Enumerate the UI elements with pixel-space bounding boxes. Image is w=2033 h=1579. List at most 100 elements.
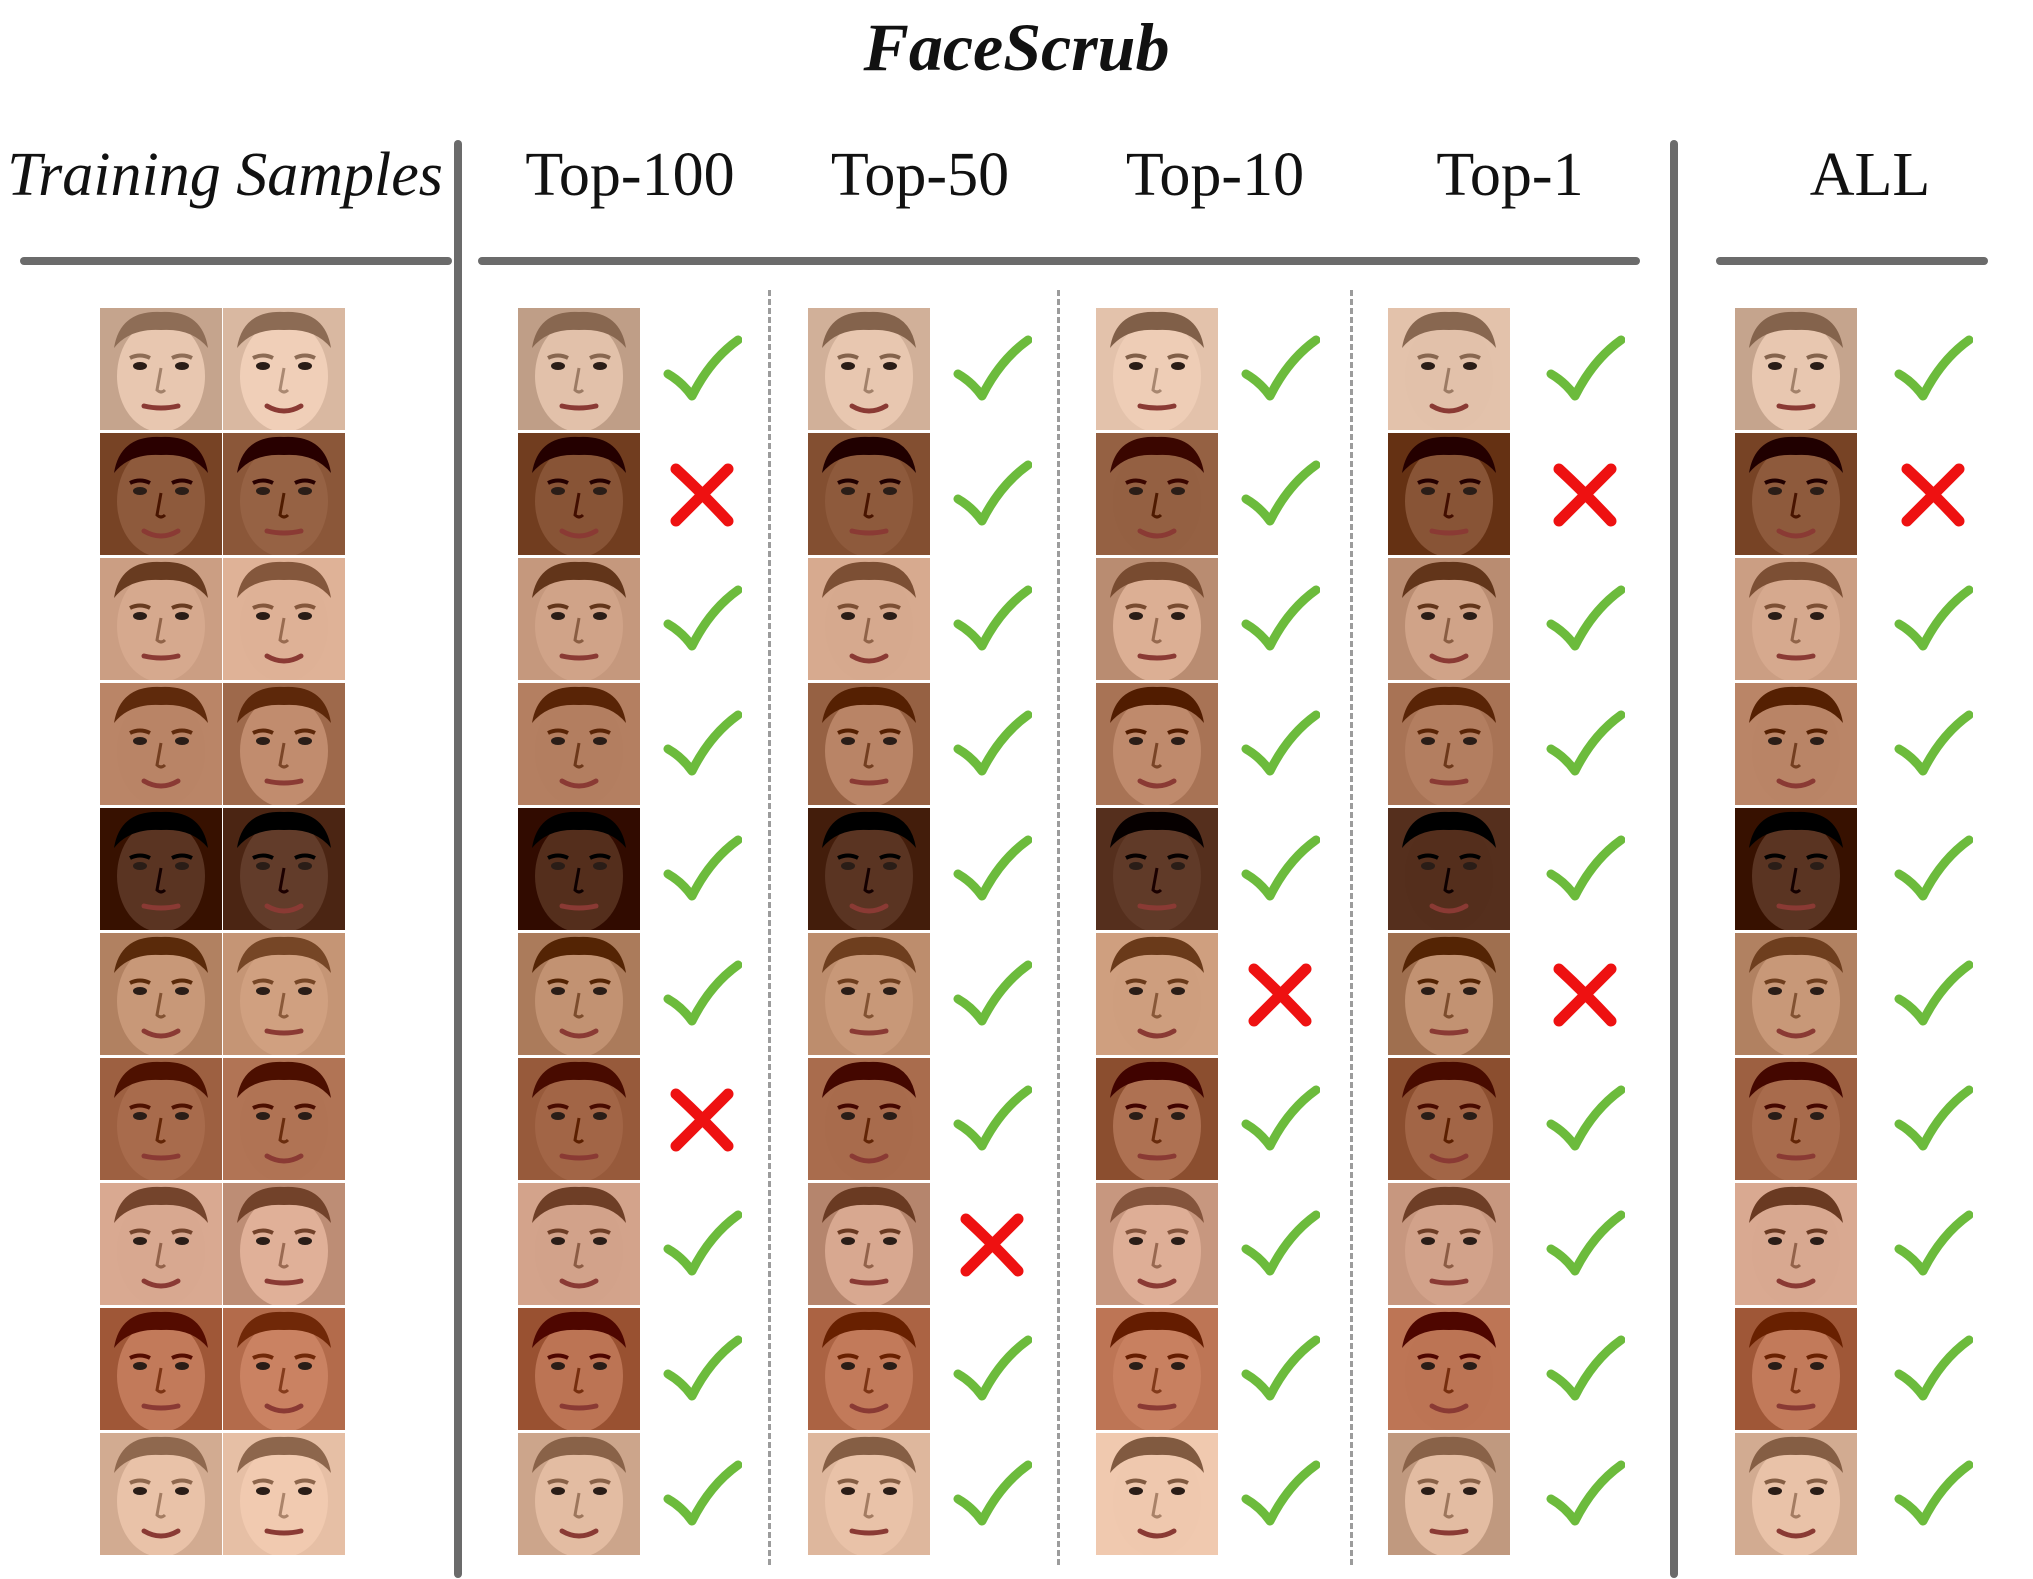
check-icon xyxy=(953,710,1032,776)
check-icon xyxy=(1241,710,1320,776)
check-icon xyxy=(663,335,742,401)
result-face xyxy=(1388,1058,1510,1180)
header-all: ALL xyxy=(1809,141,1931,209)
header-top-50: Top-50 xyxy=(830,141,1010,209)
result-face xyxy=(1388,683,1510,805)
divider-right xyxy=(1670,140,1678,1578)
result-face xyxy=(1388,933,1510,1055)
check-icon xyxy=(1241,335,1320,401)
training-face xyxy=(223,308,345,430)
check-icon xyxy=(953,335,1032,401)
result-face xyxy=(808,1308,930,1430)
result-face xyxy=(1735,1058,1857,1180)
header-top-100: Top-100 xyxy=(525,141,735,209)
result-face xyxy=(1096,933,1218,1055)
check-icon xyxy=(1546,585,1625,651)
check-icon xyxy=(953,835,1032,901)
result-face xyxy=(1388,808,1510,930)
result-face xyxy=(1096,683,1218,805)
figure-title: FaceScrub xyxy=(863,9,1170,85)
training-face xyxy=(100,1433,222,1555)
training-face xyxy=(223,1308,345,1430)
result-face xyxy=(518,1183,640,1305)
divider-left xyxy=(454,140,462,1578)
check-icon xyxy=(1894,710,1973,776)
check-icon xyxy=(1546,835,1625,901)
result-face xyxy=(518,1433,640,1555)
training-face xyxy=(100,1058,222,1180)
check-icon xyxy=(1894,1460,1973,1526)
training-face xyxy=(100,933,222,1055)
result-face xyxy=(1735,933,1857,1055)
result-face xyxy=(518,933,640,1055)
training-face xyxy=(100,808,222,930)
result-face xyxy=(808,308,930,430)
result-face xyxy=(1388,308,1510,430)
check-icon xyxy=(1241,1085,1320,1151)
result-face xyxy=(808,433,930,555)
result-face xyxy=(518,683,640,805)
check-icon xyxy=(1241,1210,1320,1276)
check-icon xyxy=(1546,335,1625,401)
check-icon xyxy=(1546,1085,1625,1151)
training-face xyxy=(100,1183,222,1305)
result-face xyxy=(1388,1183,1510,1305)
check-icon xyxy=(1241,460,1320,526)
training-face xyxy=(223,558,345,680)
check-icon xyxy=(1894,960,1973,1026)
result-face xyxy=(1096,1183,1218,1305)
cross-icon xyxy=(1553,463,1617,527)
result-face xyxy=(808,558,930,680)
check-icon xyxy=(1546,1210,1625,1276)
header-top-1: Top-1 xyxy=(1436,141,1584,209)
result-face xyxy=(808,1058,930,1180)
check-icon xyxy=(953,1335,1032,1401)
check-icon xyxy=(663,1460,742,1526)
result-face xyxy=(1735,1433,1857,1555)
result-face xyxy=(1096,1058,1218,1180)
dashed-separator-3 xyxy=(1350,290,1353,1565)
check-icon xyxy=(1894,585,1973,651)
result-face xyxy=(1735,1183,1857,1305)
cross-icon xyxy=(670,1088,734,1152)
result-face xyxy=(808,1183,930,1305)
check-icon xyxy=(1546,1335,1625,1401)
topk-header-rule xyxy=(478,257,1640,265)
result-face xyxy=(1388,1433,1510,1555)
check-icon xyxy=(663,585,742,651)
check-icon xyxy=(1894,1085,1973,1151)
cross-icon xyxy=(1553,963,1617,1027)
result-face xyxy=(808,683,930,805)
training-face xyxy=(100,558,222,680)
check-icon xyxy=(1241,1460,1320,1526)
result-face xyxy=(518,308,640,430)
header-training-samples: Training Samples xyxy=(7,141,443,209)
result-face xyxy=(1735,558,1857,680)
check-icon xyxy=(953,585,1032,651)
training-face xyxy=(223,1058,345,1180)
cross-icon xyxy=(1901,463,1965,527)
check-icon xyxy=(1894,335,1973,401)
result-face xyxy=(1096,558,1218,680)
check-icon xyxy=(1894,1335,1973,1401)
check-icon xyxy=(663,835,742,901)
result-face xyxy=(518,1058,640,1180)
training-face xyxy=(223,808,345,930)
result-face xyxy=(808,808,930,930)
training-face xyxy=(223,433,345,555)
training-face xyxy=(100,1308,222,1430)
check-icon xyxy=(663,1335,742,1401)
training-face xyxy=(100,683,222,805)
check-icon xyxy=(1241,835,1320,901)
header-top-10: Top-10 xyxy=(1125,141,1305,209)
all-header-rule xyxy=(1716,257,1988,265)
training-face xyxy=(223,933,345,1055)
cross-icon xyxy=(670,463,734,527)
result-face xyxy=(518,433,640,555)
training-face xyxy=(223,1433,345,1555)
check-icon xyxy=(1241,1335,1320,1401)
cross-icon xyxy=(960,1213,1024,1277)
check-icon xyxy=(953,1460,1032,1526)
result-face xyxy=(1096,433,1218,555)
check-icon xyxy=(1241,585,1320,651)
